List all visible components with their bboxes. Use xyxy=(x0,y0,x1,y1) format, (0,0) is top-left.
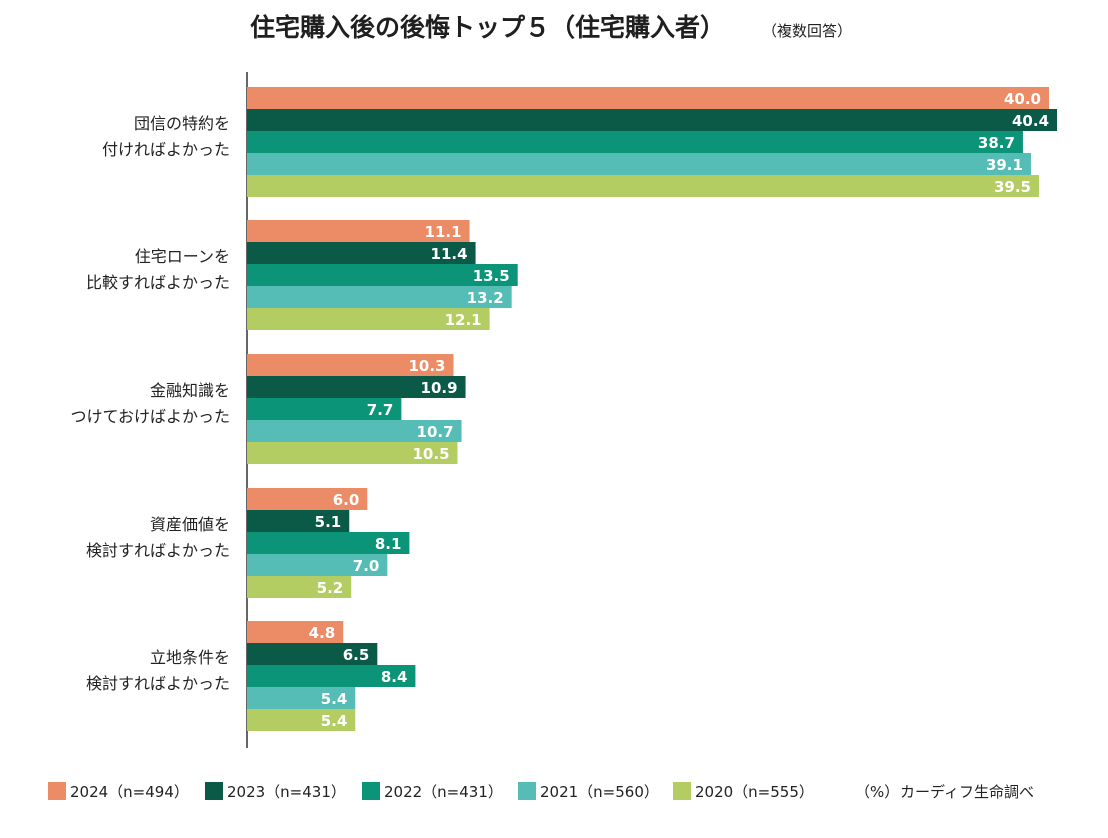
legend-swatch xyxy=(362,782,380,800)
data-label: 40.0 xyxy=(1004,90,1041,108)
category-label: 検討すればよかった xyxy=(86,674,230,693)
bar xyxy=(247,665,416,687)
data-label: 7.0 xyxy=(353,557,380,575)
bar xyxy=(247,308,490,330)
bar xyxy=(247,131,1023,153)
data-label: 5.4 xyxy=(321,712,348,730)
bar xyxy=(247,420,462,442)
legend-label: 2023（n=431） xyxy=(227,783,346,801)
bars-group: 40.0 40.4 38.7 39.1 39.5 11.1 11.4 13.5 13.2 12.1… xyxy=(247,87,1058,731)
bar xyxy=(247,488,368,510)
bar xyxy=(247,220,470,242)
legend-swatch xyxy=(518,782,536,800)
data-label: 10.5 xyxy=(413,445,450,463)
bar xyxy=(247,264,518,286)
category-label: 金融知識を xyxy=(150,381,230,400)
bar xyxy=(247,242,476,264)
bar xyxy=(247,87,1049,109)
category-label: 検討すればよかった xyxy=(86,541,230,560)
unit-label: （%） xyxy=(855,783,899,801)
legend-swatch xyxy=(48,782,66,800)
data-label: 39.1 xyxy=(986,156,1023,174)
bar xyxy=(247,576,352,598)
bar xyxy=(247,376,466,398)
bar xyxy=(247,442,458,464)
bar xyxy=(247,621,344,643)
bar xyxy=(247,532,410,554)
legend-swatch xyxy=(673,782,691,800)
data-label: 8.4 xyxy=(381,668,408,686)
data-label: 10.9 xyxy=(421,379,458,397)
data-label: 40.4 xyxy=(1012,112,1049,130)
bar xyxy=(247,153,1031,175)
bar xyxy=(247,286,512,308)
category-label: 付ければよかった xyxy=(102,140,230,159)
bar xyxy=(247,709,356,731)
data-label: 6.5 xyxy=(343,646,370,664)
chart-subtitle: （複数回答） xyxy=(762,22,852,40)
data-label: 11.1 xyxy=(425,223,462,241)
source-label: カーディフ生命調べ xyxy=(900,783,1034,801)
chart-title: 住宅購入後の後悔トップ５（住宅購入者） xyxy=(250,13,725,42)
category-label: 資産価値を xyxy=(150,515,230,534)
bar xyxy=(247,687,356,709)
bar xyxy=(247,510,350,532)
category-label: つけておけばよかった xyxy=(70,407,230,426)
legend-label: 2020（n=555） xyxy=(695,783,814,801)
category-label: 立地条件を xyxy=(150,648,230,667)
data-label: 8.1 xyxy=(375,535,402,553)
legend-swatch xyxy=(205,782,223,800)
data-label: 7.7 xyxy=(367,401,394,419)
legend-label: 2022（n=431） xyxy=(384,783,503,801)
data-label: 13.2 xyxy=(467,289,504,307)
data-label: 12.1 xyxy=(445,311,482,329)
data-label: 6.0 xyxy=(333,491,360,509)
data-label: 4.8 xyxy=(309,624,336,642)
category-label: 住宅ローンを xyxy=(135,247,230,266)
data-label: 39.5 xyxy=(994,178,1031,196)
category-label: 団信の特約を xyxy=(134,114,230,133)
data-label: 13.5 xyxy=(473,267,510,285)
bar xyxy=(247,109,1058,131)
legend: 2024（n=494） 2023（n=431） 2022（n=431） 2021（n=… xyxy=(48,782,814,801)
data-label: 10.3 xyxy=(408,357,445,375)
bar xyxy=(247,354,454,376)
legend-label: 2024（n=494） xyxy=(70,783,189,801)
data-label: 5.2 xyxy=(317,579,344,597)
bar xyxy=(247,643,378,665)
legend-label: 2021（n=560） xyxy=(540,783,659,801)
chart-header: 住宅購入後の後悔トップ５（住宅購入者） （複数回答） xyxy=(250,13,852,42)
data-label: 5.4 xyxy=(321,690,348,708)
bar xyxy=(247,175,1039,197)
bar xyxy=(247,554,388,576)
data-label: 5.1 xyxy=(315,513,342,531)
bar xyxy=(247,398,402,420)
category-label: 比較すればよかった xyxy=(86,273,230,292)
data-label: 11.4 xyxy=(431,245,468,263)
data-label: 10.7 xyxy=(417,423,454,441)
category-labels: 団信の特約を付ければよかった住宅ローンを比較すればよかった金融知識をつけておけば… xyxy=(70,114,230,693)
data-label: 38.7 xyxy=(978,134,1015,152)
